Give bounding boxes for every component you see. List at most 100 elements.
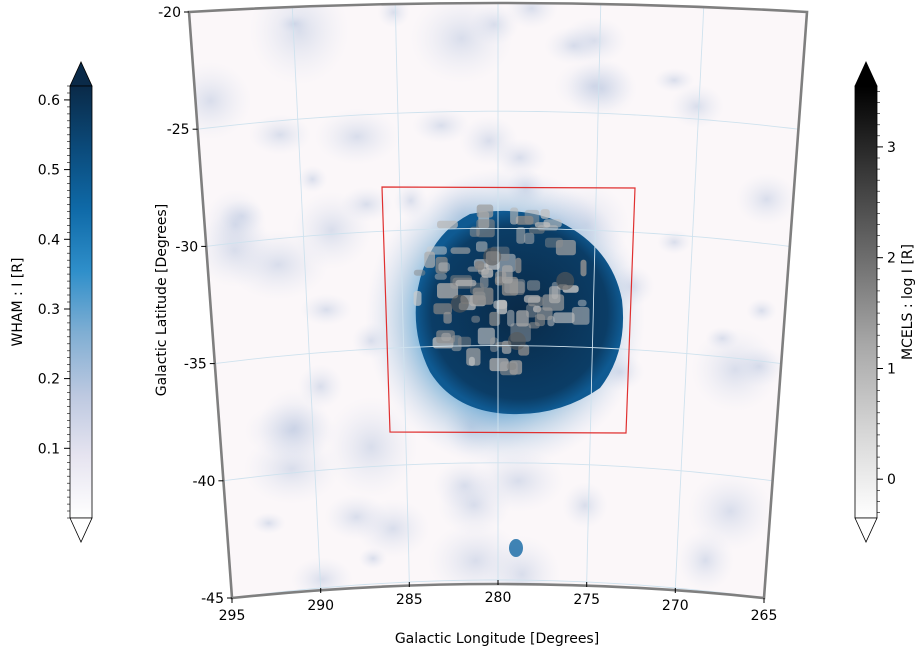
mcels-patch [433,303,452,315]
mcels-patch [504,279,526,294]
colorbar-tick-label: 0.5 [38,163,60,179]
x-tick-label: 290 [307,598,334,614]
colorbar-extend-min [854,517,878,543]
cloud-patch [291,557,354,598]
colorbar-label: WHAM : I [R] [10,258,26,347]
grid-line-lat [189,110,807,135]
mcels-knot [507,332,526,350]
mcels-patch [472,287,494,305]
cloud-patch [562,482,608,529]
mcels-patch [424,251,435,268]
cloud-patch [314,108,400,165]
colorbar-tick-label: 0 [887,472,896,488]
mcels-patch [549,286,561,304]
cloud-patch [653,68,695,93]
cloud-patch [735,173,798,226]
mcels-patch [489,311,501,326]
colorbar-extend-max [854,61,878,87]
mcels-patch [450,247,471,254]
mcels-patch [434,273,447,280]
cloud-patch [732,345,786,387]
mcels-patch [474,261,485,270]
x-tick-label: 265 [751,608,778,624]
x-tick-label: 295 [219,608,246,624]
mcels-patch [580,259,587,277]
map-image [189,3,807,598]
mcels-colorbar: 0 1 2 3 MCELS : log I [R] [854,61,916,543]
mcels-patch [527,280,541,291]
cloud-patch [677,529,734,591]
colorbar-extend-max [69,61,93,87]
mcels-patch [555,240,576,256]
cloud-patch [544,26,603,65]
colorbar-gradient [854,85,878,519]
cloud-patch [356,499,430,558]
mcels-patch [528,322,540,329]
compact-source [509,539,523,557]
x-tick-label: 280 [485,590,512,606]
mcels-patch [507,309,515,327]
y-axis-ticks: -20 -25 -30 -35 -40 -45 [158,5,232,607]
cloud-patch [412,107,470,144]
mcels-patch [481,268,494,278]
cloud-patch [258,388,331,468]
grid-line-lon [393,3,411,598]
y-tick-label: -30 [175,239,198,255]
mcels-patch [515,257,522,274]
colorbar-tick-label: 3 [887,140,896,156]
cloud-patch [340,186,393,223]
mcels-knot [483,247,502,266]
cloud-patch [297,165,328,193]
cloud-patch [554,58,634,114]
cloud-patch [249,114,312,155]
cloud-patch [324,396,418,498]
mcels-patch [441,332,451,342]
mcels-patch [437,220,458,229]
x-tick-label: 285 [396,592,423,608]
x-tick-label: 270 [662,598,689,614]
mcels-patch [545,237,563,248]
cloud-patch [410,3,513,84]
mcels-patch [476,241,488,252]
mcels-patch [490,337,498,352]
mcels-patch [571,307,590,325]
mcels-patch [476,204,494,218]
grid-line-lon [585,3,603,598]
mcels-patch [553,312,575,324]
cloud-patch [657,229,692,255]
mcels-patch [457,336,472,347]
mcels-patch [540,209,550,219]
mcels-patch [510,207,519,225]
x-tick-label: 275 [573,592,600,608]
x-axis-ticks: 295 290 285 280 275 270 265 [219,580,778,624]
cloud-patch [300,293,353,326]
mcels-patch [523,295,541,303]
y-tick-label: -20 [158,5,181,21]
mcels-patch [515,215,534,225]
colorbar-tick-label: 0.2 [38,372,60,388]
mcels-knot [556,271,575,290]
mcels-patch [529,226,545,234]
mcels-patch [493,300,508,309]
mcels-patch [516,310,529,327]
mcels-patch [489,358,509,372]
mcels-patch [455,279,477,287]
mcels-patch [438,262,450,272]
colorbar-label: MCELS : log I [R] [900,244,916,360]
cloud-patch [669,84,725,129]
region-box [381,186,636,434]
mcels-patch [437,283,459,299]
grid-line-lat [189,345,807,370]
y-tick-label: -40 [193,474,216,490]
mcels-patch [502,265,513,284]
mcels-patch [471,315,480,323]
mcels-emission [413,204,590,376]
colorbar-tick-label: 2 [887,251,896,267]
colorbar-tick-label: 0.6 [38,93,60,109]
mcels-patch [443,311,452,324]
cloud-patch [505,3,558,29]
y-tick-label: -45 [201,591,224,607]
y-axis-label: Galactic Latitude [Degrees] [154,204,170,396]
mcels-patch [551,281,559,300]
